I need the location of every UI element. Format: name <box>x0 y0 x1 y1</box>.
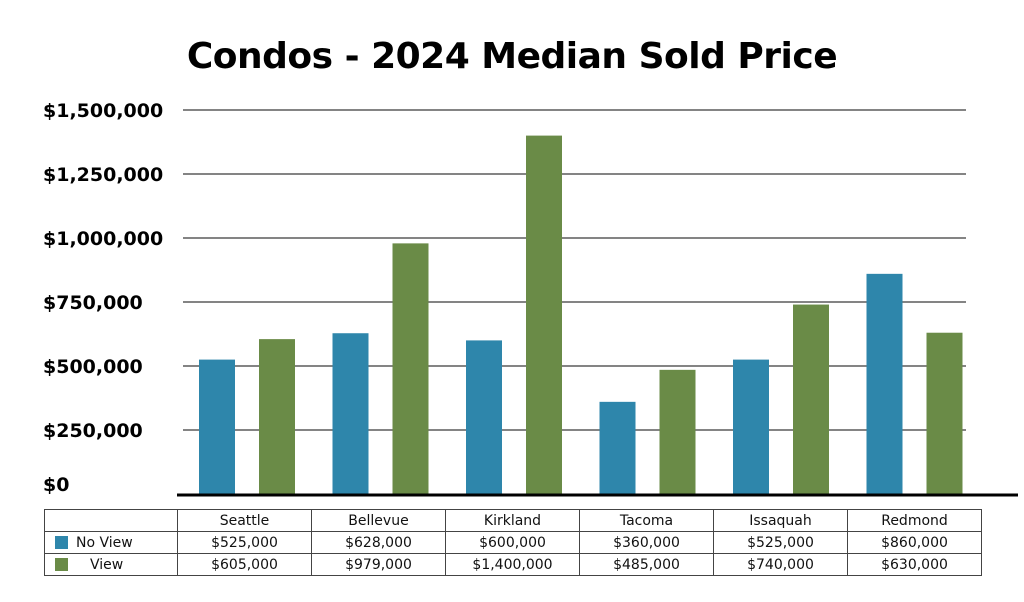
legend-label-no-view: No View <box>76 534 133 551</box>
bar-view-issaquah <box>793 304 829 495</box>
table-row-view: View $605,000 $979,000 $1,400,000 $485,000 $… <box>44 553 982 576</box>
bar-view-bellevue <box>392 243 429 495</box>
gridlines <box>183 109 966 431</box>
bar-chart: $0 $250,000 $500,000 $750,000 $1,000,000 $1,2… <box>43 100 1018 497</box>
y-tick-label: $500,000 <box>43 356 143 378</box>
bar-no-view-redmond <box>866 273 903 495</box>
chart-title: Condos - 2024 Median Sold Price <box>186 36 838 77</box>
table-value-no-view-seattle: $525,000 <box>177 531 312 554</box>
legend-label-view: View <box>90 556 124 573</box>
table-value-view-seattle: $605,000 <box>177 553 312 576</box>
y-tick-label: $1,000,000 <box>43 228 163 250</box>
legend-no-view: No View <box>44 531 178 554</box>
y-tick-label: $750,000 <box>43 292 143 314</box>
table-value-view-kirkland: $1,400,000 <box>445 553 580 576</box>
bar-no-view-seattle <box>199 359 235 495</box>
table-value-no-view-tacoma: $360,000 <box>579 531 714 554</box>
table-corner-cell <box>44 509 178 532</box>
legend-swatch-view <box>55 557 68 571</box>
table-value-no-view-redmond: $860,000 <box>847 531 982 554</box>
table-header-tacoma: Tacoma <box>579 509 714 532</box>
table-value-view-redmond: $630,000 <box>847 553 982 576</box>
table-header-bellevue: Bellevue <box>311 509 446 532</box>
y-tick-label: $0 <box>43 474 69 496</box>
y-tick-label: $1,250,000 <box>43 164 163 186</box>
bars <box>199 135 963 495</box>
table-value-view-issaquah: $740,000 <box>713 553 848 576</box>
bar-no-view-bellevue <box>332 333 369 495</box>
data-table: Seattle Bellevue Kirkland Tacoma Issaquah Red… <box>44 509 982 576</box>
bar-view-redmond <box>926 332 963 495</box>
bar-no-view-issaquah <box>733 359 769 495</box>
table-row-no-view: No View $525,000 $628,000 $600,000 $360,000… <box>44 531 982 554</box>
table-header-kirkland: Kirkland <box>445 509 580 532</box>
table-header-row: Seattle Bellevue Kirkland Tacoma Issaquah Red… <box>44 509 982 532</box>
table-value-no-view-kirkland: $600,000 <box>445 531 580 554</box>
bar-view-seattle <box>259 339 295 495</box>
y-tick-label: $250,000 <box>43 420 143 442</box>
y-axis-labels: $0 $250,000 $500,000 $750,000 $1,000,000 $1,2… <box>43 100 163 496</box>
table-header-issaquah: Issaquah <box>713 509 848 532</box>
legend-swatch-no-view <box>55 535 68 549</box>
table-header-seattle: Seattle <box>177 509 312 532</box>
legend-view: View <box>44 553 178 576</box>
table-value-view-tacoma: $485,000 <box>579 553 714 576</box>
table-header-redmond: Redmond <box>847 509 982 532</box>
bar-no-view-tacoma <box>599 401 636 495</box>
table-value-no-view-issaquah: $525,000 <box>713 531 848 554</box>
table-value-view-bellevue: $979,000 <box>311 553 446 576</box>
bar-view-tacoma <box>659 369 696 495</box>
bar-no-view-kirkland <box>466 340 502 495</box>
table-value-no-view-bellevue: $628,000 <box>311 531 446 554</box>
bar-view-kirkland <box>526 135 562 495</box>
y-tick-label: $1,500,000 <box>43 100 163 122</box>
